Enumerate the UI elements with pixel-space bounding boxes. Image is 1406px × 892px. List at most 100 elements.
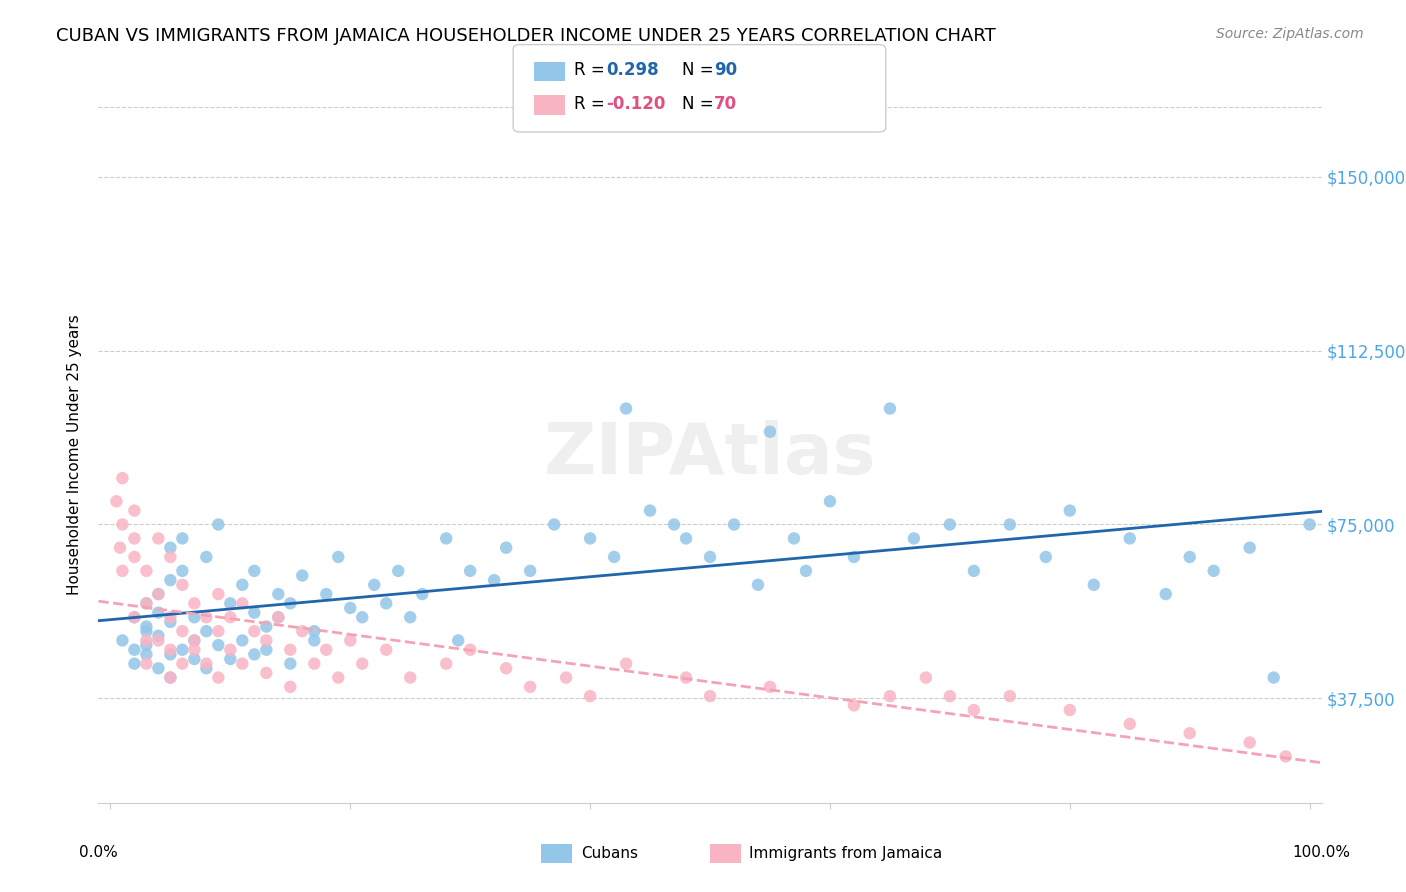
Point bbox=[1119, 717, 1142, 731]
Point bbox=[243, 606, 266, 620]
Point bbox=[254, 633, 277, 648]
Point bbox=[339, 601, 361, 615]
Point bbox=[1202, 564, 1225, 578]
Point bbox=[603, 549, 626, 564]
Point bbox=[159, 610, 181, 624]
Point bbox=[363, 578, 385, 592]
Point bbox=[124, 549, 146, 564]
Point bbox=[111, 471, 134, 485]
Point bbox=[172, 578, 194, 592]
Point bbox=[662, 517, 685, 532]
Text: R =: R = bbox=[574, 62, 610, 79]
Point bbox=[231, 633, 253, 648]
Point bbox=[254, 619, 277, 633]
Text: 0.298: 0.298 bbox=[606, 62, 658, 79]
Point bbox=[315, 642, 337, 657]
Point bbox=[148, 587, 170, 601]
Text: 0.0%: 0.0% bbox=[79, 845, 118, 860]
Point bbox=[1119, 532, 1142, 546]
Point bbox=[195, 610, 218, 624]
Point bbox=[172, 564, 194, 578]
Point bbox=[304, 624, 326, 639]
Y-axis label: Householder Income Under 25 years: Householder Income Under 25 years bbox=[67, 315, 83, 595]
Point bbox=[1239, 541, 1261, 555]
Point bbox=[231, 596, 253, 610]
Point bbox=[747, 578, 769, 592]
Point bbox=[111, 517, 134, 532]
Point bbox=[159, 541, 181, 555]
Point bbox=[879, 401, 901, 416]
Point bbox=[495, 541, 517, 555]
Point bbox=[1178, 726, 1201, 740]
Point bbox=[495, 661, 517, 675]
Point bbox=[135, 619, 157, 633]
Point bbox=[135, 657, 157, 671]
Point bbox=[195, 661, 218, 675]
Text: 70: 70 bbox=[714, 95, 737, 113]
Point bbox=[352, 657, 374, 671]
Point bbox=[172, 642, 194, 657]
Point bbox=[291, 568, 314, 582]
Point bbox=[124, 610, 146, 624]
Point bbox=[998, 689, 1021, 703]
Point bbox=[183, 610, 205, 624]
Point bbox=[219, 652, 242, 666]
Point bbox=[111, 633, 134, 648]
Point bbox=[135, 633, 157, 648]
Point bbox=[1263, 671, 1285, 685]
Point bbox=[458, 642, 481, 657]
Point bbox=[108, 541, 131, 555]
Point bbox=[159, 642, 181, 657]
Text: Immigrants from Jamaica: Immigrants from Jamaica bbox=[749, 847, 942, 861]
Point bbox=[352, 610, 374, 624]
Point bbox=[519, 564, 541, 578]
Point bbox=[159, 549, 181, 564]
Point bbox=[267, 610, 290, 624]
Text: R =: R = bbox=[574, 95, 610, 113]
Point bbox=[267, 587, 290, 601]
Point bbox=[411, 587, 433, 601]
Point bbox=[124, 657, 146, 671]
Point bbox=[759, 680, 782, 694]
Point bbox=[939, 689, 962, 703]
Point bbox=[1154, 587, 1177, 601]
Point bbox=[1239, 735, 1261, 749]
Point bbox=[172, 532, 194, 546]
Point bbox=[172, 624, 194, 639]
Point bbox=[375, 596, 398, 610]
Point bbox=[555, 671, 578, 685]
Point bbox=[231, 657, 253, 671]
Text: -0.120: -0.120 bbox=[606, 95, 665, 113]
Point bbox=[183, 596, 205, 610]
Point bbox=[434, 532, 457, 546]
Point bbox=[135, 624, 157, 639]
Point bbox=[183, 652, 205, 666]
Point bbox=[148, 606, 170, 620]
Point bbox=[998, 517, 1021, 532]
Point bbox=[915, 671, 938, 685]
Point bbox=[254, 642, 277, 657]
Point bbox=[148, 633, 170, 648]
Point bbox=[148, 532, 170, 546]
Point bbox=[543, 517, 565, 532]
Point bbox=[207, 671, 229, 685]
Point bbox=[315, 587, 337, 601]
Point bbox=[579, 532, 602, 546]
Point bbox=[638, 503, 661, 517]
Point bbox=[105, 494, 128, 508]
Point bbox=[243, 564, 266, 578]
Point bbox=[675, 671, 697, 685]
Point bbox=[458, 564, 481, 578]
Point bbox=[159, 615, 181, 629]
Point bbox=[207, 587, 229, 601]
Point bbox=[183, 633, 205, 648]
Point bbox=[375, 642, 398, 657]
Point bbox=[207, 638, 229, 652]
Point bbox=[278, 680, 301, 694]
Point bbox=[675, 532, 697, 546]
Point bbox=[291, 624, 314, 639]
Point bbox=[111, 564, 134, 578]
Point bbox=[399, 610, 422, 624]
Point bbox=[328, 549, 350, 564]
Text: N =: N = bbox=[682, 95, 718, 113]
